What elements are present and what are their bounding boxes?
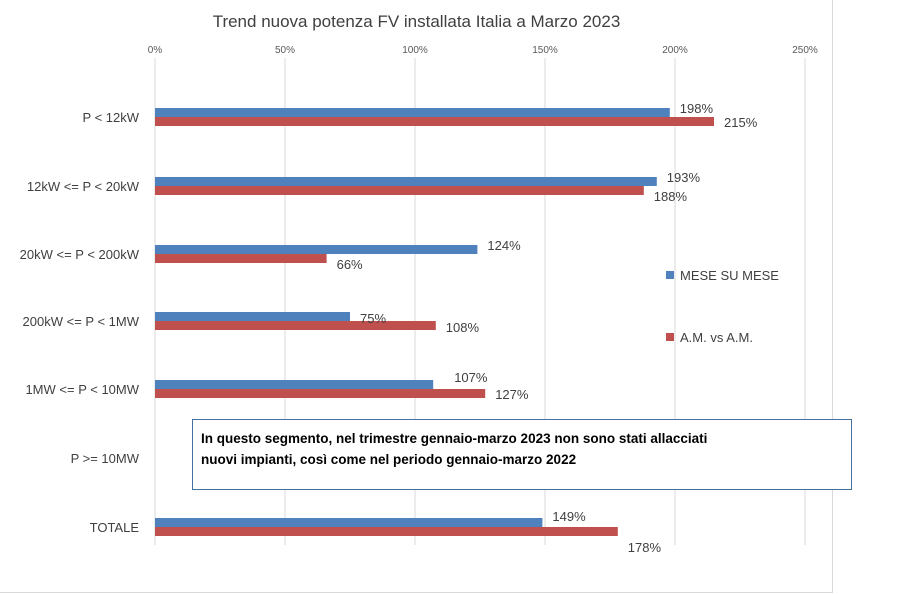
- bar-am-vs-am: [155, 117, 714, 126]
- bar-mese-su-mese: [155, 312, 350, 321]
- category-label: 12kW <= P < 20kW: [27, 179, 140, 194]
- data-label-am-vs-am: 127%: [495, 387, 529, 402]
- data-label-mese-su-mese: 193%: [667, 170, 701, 185]
- category-label: P < 12kW: [83, 110, 140, 125]
- bar-mese-su-mese: [155, 380, 434, 389]
- legend-label-am-vs-am: A.M. vs A.M.: [680, 330, 753, 345]
- category-label: 20kW <= P < 200kW: [20, 247, 140, 262]
- bar-am-vs-am: [155, 321, 436, 330]
- bar-am-vs-am: [155, 389, 486, 398]
- data-label-am-vs-am: 178%: [628, 540, 662, 555]
- bar-mese-su-mese: [155, 177, 657, 186]
- data-label-am-vs-am: 66%: [337, 257, 363, 272]
- bar-mese-su-mese: [155, 245, 478, 254]
- legend-swatch-am-vs-am: [666, 333, 674, 341]
- bar-am-vs-am: [155, 254, 327, 263]
- bar-am-vs-am: [155, 527, 618, 536]
- category-label: 200kW <= P < 1MW: [23, 314, 140, 329]
- data-label-am-vs-am: 188%: [654, 189, 688, 204]
- x-axis-ticks: 0% 50% 100% 150% 200% 250%: [148, 45, 818, 56]
- category-label: P >= 10MW: [71, 451, 140, 466]
- category-label: 1MW <= P < 10MW: [25, 382, 139, 397]
- data-label-mese-su-mese: 75%: [360, 311, 386, 326]
- chart-area: [0, 0, 833, 593]
- data-label-mese-su-mese: 149%: [552, 509, 586, 524]
- x-tick-label: 50%: [275, 45, 295, 56]
- x-tick-label: 0%: [148, 45, 163, 56]
- data-label-mese-su-mese: 198%: [680, 101, 714, 116]
- category-labels: P < 12kW 12kW <= P < 20kW 20kW <= P < 200k…: [20, 110, 140, 535]
- x-tick-label: 100%: [402, 45, 428, 56]
- annotation-line-2: nuovi impianti, così come nel periodo ge…: [201, 452, 577, 467]
- legend: MESE SU MESE A.M. vs A.M.: [666, 268, 779, 345]
- x-tick-label: 150%: [532, 45, 558, 56]
- bar-mese-su-mese: [155, 108, 670, 117]
- data-label-mese-su-mese: 124%: [487, 238, 521, 253]
- category-label: TOTALE: [90, 520, 140, 535]
- x-tick-label: 200%: [662, 45, 688, 56]
- legend-label-mese-su-mese: MESE SU MESE: [680, 268, 779, 283]
- data-label-am-vs-am: 108%: [446, 320, 480, 335]
- data-labels: 198% 215% 193% 188% 124% 66% 75% 108% 107% 127% 14…: [337, 101, 758, 555]
- bar-mese-su-mese: [155, 518, 543, 527]
- x-tick-label: 250%: [792, 45, 818, 56]
- data-label-mese-su-mese: 107%: [454, 370, 488, 385]
- chart-title: Trend nuova potenza FV installata Italia…: [212, 12, 621, 31]
- bars: [155, 108, 714, 536]
- bar-am-vs-am: [155, 186, 644, 195]
- legend-swatch-mese-su-mese: [666, 271, 674, 279]
- annotation-line-1: In questo segmento, nel trimestre gennai…: [201, 431, 708, 446]
- data-label-am-vs-am: 215%: [724, 115, 758, 130]
- annotation-box: In questo segmento, nel trimestre gennai…: [192, 419, 852, 490]
